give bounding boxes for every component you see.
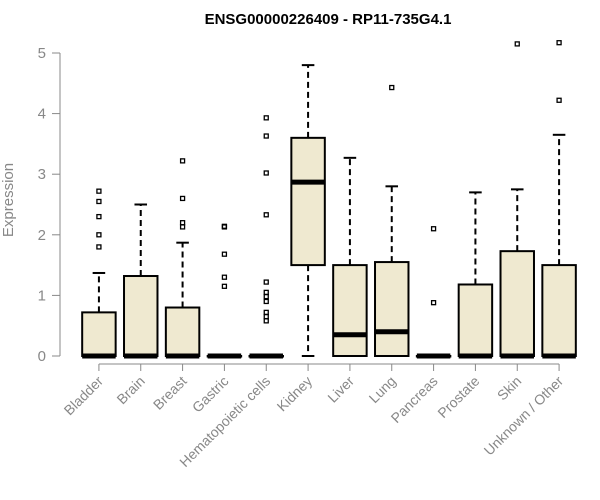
outlier-point <box>179 195 186 202</box>
box-rect <box>541 264 577 358</box>
x-tick-label: Kidney <box>274 373 316 415</box>
box-11 <box>541 40 577 359</box>
outlier-point <box>263 212 269 218</box>
box-rect <box>290 136 326 267</box>
outlier-point <box>263 309 269 316</box>
outlier-point <box>263 279 269 285</box>
outlier-point <box>179 224 186 230</box>
outlier-point <box>96 198 102 205</box>
x-tick-label: Lung <box>366 373 399 406</box>
box-8 <box>415 226 452 359</box>
outlier-point <box>221 283 228 289</box>
outlier-point <box>556 40 562 46</box>
outlier-point <box>263 170 269 176</box>
box-5 <box>290 64 326 357</box>
y-tick-label: 2 <box>38 227 46 244</box>
outlier-point <box>221 251 228 257</box>
box-1 <box>123 203 159 359</box>
box-9 <box>457 191 494 359</box>
outlier-point <box>96 232 102 238</box>
outlier-point <box>96 188 102 194</box>
outlier-point <box>430 226 437 232</box>
chart-title: ENSG00000226409 - RP11-735G4.1 <box>205 11 452 28</box>
box-rect <box>457 283 494 358</box>
box-3 <box>206 223 243 359</box>
outlier-point <box>430 300 437 306</box>
outlier-point <box>263 289 269 296</box>
box-6 <box>332 156 368 358</box>
x-tick-label: Skin <box>494 373 525 404</box>
x-tick-label: Pancreas <box>388 373 441 426</box>
y-tick-label: 1 <box>38 287 46 304</box>
outlier-point <box>514 41 520 47</box>
x-tick-label: Breast <box>150 373 190 413</box>
outlier-point <box>263 313 269 320</box>
outlier-point <box>263 133 269 139</box>
outlier-point <box>263 115 269 121</box>
x-tick-label: Bladder <box>61 373 107 419</box>
box-rect <box>164 306 201 357</box>
outlier-point <box>263 298 269 305</box>
box-10 <box>499 41 535 359</box>
box-7 <box>374 84 410 358</box>
box-rect <box>499 250 535 357</box>
boxes-group <box>81 40 577 359</box>
y-tick-label: 4 <box>38 106 46 123</box>
x-tick-label: Unknown / Other <box>481 373 567 459</box>
outlier-point <box>556 97 562 103</box>
x-tick-label: Brain <box>113 373 147 407</box>
y-tick-label: 5 <box>38 45 46 62</box>
outlier-point <box>263 318 269 324</box>
box-rect <box>374 261 410 358</box>
outlier-point <box>389 84 395 91</box>
outlier-point <box>221 274 228 280</box>
box-rect <box>123 275 159 357</box>
outlier-point <box>179 220 186 226</box>
x-tick-label: Prostate <box>434 373 482 421</box>
box-0 <box>81 188 117 359</box>
x-tick-label: Liver <box>324 373 357 406</box>
box-rect <box>81 311 117 358</box>
outlier-point <box>179 158 186 164</box>
outlier-point <box>96 213 102 220</box>
box-rect <box>332 264 368 358</box>
outlier-point <box>221 223 228 229</box>
box-2 <box>164 158 201 359</box>
y-axis-label: Expression <box>0 163 17 237</box>
box-4 <box>248 115 284 359</box>
outlier-point <box>96 244 102 250</box>
y-axis: 0 1 2 3 4 5 <box>38 45 61 365</box>
y-tick-label: 3 <box>38 166 46 183</box>
outlier-point <box>263 293 269 300</box>
y-tick-label: 0 <box>38 348 46 365</box>
